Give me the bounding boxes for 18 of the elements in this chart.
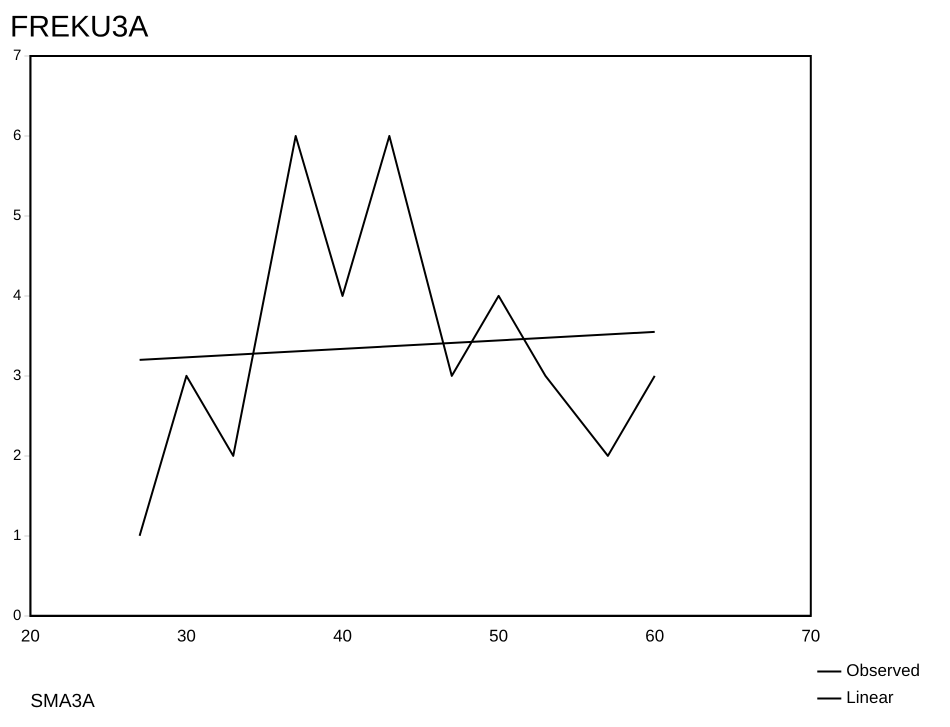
chart-title: FREKU3A [10, 10, 148, 44]
legend-label: Observed [846, 661, 920, 680]
y-tick-label: 3 [13, 367, 22, 384]
y-tick-label: 6 [13, 127, 22, 144]
y-tick-label: 7 [13, 47, 22, 64]
x-tick-label: 70 [801, 626, 820, 646]
x-tick-label: 60 [645, 626, 664, 646]
y-tick-label: 0 [13, 606, 22, 624]
y-tick-label: 4 [13, 287, 22, 304]
x-axis-title: SMA3A [30, 690, 96, 712]
y-tick-label: 2 [13, 447, 22, 464]
x-tick-label: 20 [20, 626, 40, 646]
x-tick-label: 40 [333, 626, 352, 646]
y-tick-label: 1 [13, 526, 22, 544]
x-tick-label: 50 [489, 626, 508, 646]
x-tick-label: 30 [176, 626, 196, 646]
y-tick-label: 5 [13, 207, 22, 224]
legend-label: Linear [846, 688, 894, 708]
